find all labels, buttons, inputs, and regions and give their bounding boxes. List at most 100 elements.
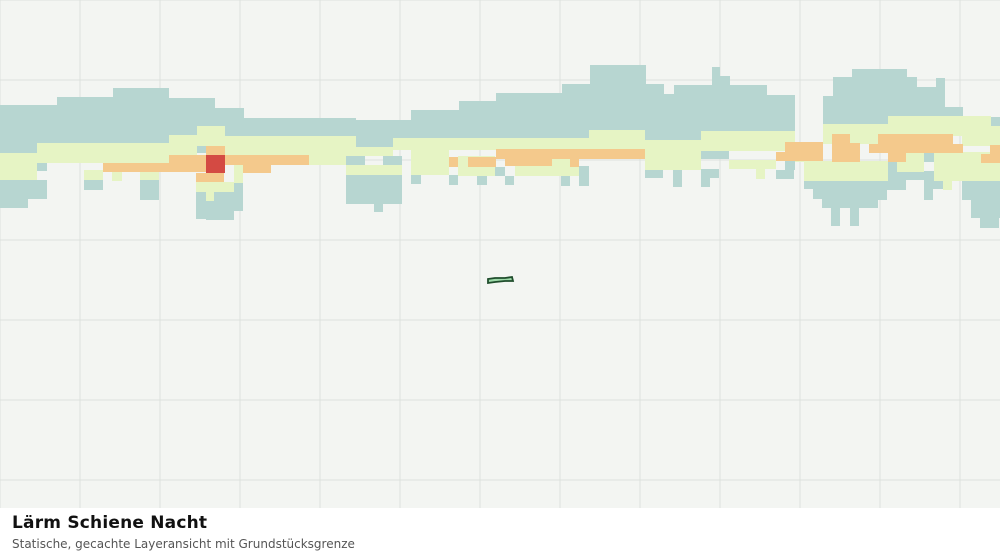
noise-cell (196, 182, 234, 192)
noise-cell (495, 167, 505, 176)
noise-cell (776, 170, 794, 179)
noise-cell (562, 84, 590, 144)
noise-cell (785, 160, 795, 170)
noise-cell (383, 156, 402, 165)
noise-cell (0, 153, 37, 180)
noise-cell (589, 130, 645, 150)
noise-cell (924, 152, 934, 162)
noise-cell (570, 166, 579, 176)
noise-cell (393, 138, 589, 150)
noise-cell (505, 158, 552, 166)
noise-cell (356, 147, 393, 156)
noise-cell (785, 142, 823, 161)
noise-cell (831, 208, 840, 226)
noise-cell (234, 183, 243, 211)
noise-cell (645, 140, 701, 170)
noise-cell (833, 77, 852, 136)
noise-cell (579, 166, 589, 186)
noise-cell (196, 190, 206, 219)
noise-cell (383, 193, 392, 203)
noise-cell (888, 153, 906, 162)
noise-cell (962, 126, 1000, 146)
noise-zone-high (103, 134, 1000, 182)
noise-cell (0, 199, 28, 208)
noise-cell (729, 160, 776, 169)
noise-cell (449, 157, 458, 167)
noise-cell (701, 131, 795, 151)
noise-cell (84, 180, 103, 190)
noise-cell (822, 199, 878, 208)
noise-cell (496, 93, 562, 144)
noise-cell (888, 162, 897, 172)
noise-cell (869, 144, 963, 153)
noise-cell (850, 208, 859, 226)
noise-cell (990, 145, 1000, 154)
noise-cell (243, 164, 271, 173)
noise-cell (37, 143, 169, 163)
noise-cell (206, 155, 225, 173)
map-footer: Lärm Schiene Nacht Statische, gecachte L… (0, 508, 1000, 560)
noise-cell (411, 150, 449, 175)
noise-cell (169, 135, 197, 155)
noise-cell (477, 176, 487, 185)
noise-cell (646, 84, 664, 144)
layer-title: Lärm Schiene Nacht (12, 513, 208, 533)
noise-cell (112, 170, 122, 181)
noise-zone-very-high (206, 155, 225, 173)
noise-cell (374, 203, 383, 212)
noise-cell (346, 165, 402, 175)
noise-cell (981, 154, 1000, 163)
noise-cell (234, 165, 243, 183)
noise-cell (206, 192, 214, 201)
noise-cell (346, 175, 402, 204)
noise-cell (356, 120, 393, 148)
noise-cell (701, 178, 710, 187)
noise-cell (449, 175, 458, 185)
noise-cell (645, 169, 663, 178)
noise-cell (459, 101, 496, 144)
noise-cell (140, 180, 159, 200)
noise-cell (561, 176, 570, 186)
noise-cell (225, 136, 356, 156)
noise-cell (468, 157, 496, 167)
noise-cell (673, 169, 682, 187)
noise-cell (196, 173, 224, 182)
noise-cell (832, 143, 860, 162)
noise-cell (140, 170, 159, 180)
noise-cell (84, 170, 103, 180)
noise-cell (756, 169, 765, 179)
noise-cell (225, 155, 309, 165)
parcel-boundary[interactable] (487, 275, 515, 285)
noise-cell (197, 126, 225, 146)
noise-cell (552, 159, 570, 176)
layer-subtitle: Statische, gecachte Layeransicht mit Gru… (12, 537, 355, 551)
map-grid (0, 0, 1000, 508)
map-view[interactable] (0, 0, 1000, 508)
noise-cell (103, 163, 169, 172)
noise-cell (971, 200, 1000, 218)
noise-cell (991, 117, 1000, 126)
noise-cell (720, 76, 730, 144)
noise-cell (907, 77, 917, 136)
noise-cell (878, 134, 953, 144)
noise-cell (309, 156, 346, 165)
noise-cell (943, 181, 952, 190)
noise-cell (888, 116, 945, 136)
noise-cell (515, 166, 552, 176)
noise-cell (505, 176, 514, 185)
noise-cell (664, 94, 674, 144)
noise-zone-medium (0, 116, 1000, 201)
noise-cell (832, 134, 850, 143)
noise-cell (823, 96, 833, 136)
noise-cell (712, 67, 720, 144)
noise-cell (0, 180, 47, 199)
noise-cell (206, 146, 225, 155)
noise-cell (570, 158, 579, 167)
noise-cell (804, 161, 888, 181)
noise-cell (113, 88, 169, 153)
noise-cell (980, 218, 999, 228)
noise-cell (682, 150, 729, 159)
map-canvas (0, 0, 1000, 508)
noise-cell (924, 189, 933, 200)
noise-cell (878, 190, 887, 200)
